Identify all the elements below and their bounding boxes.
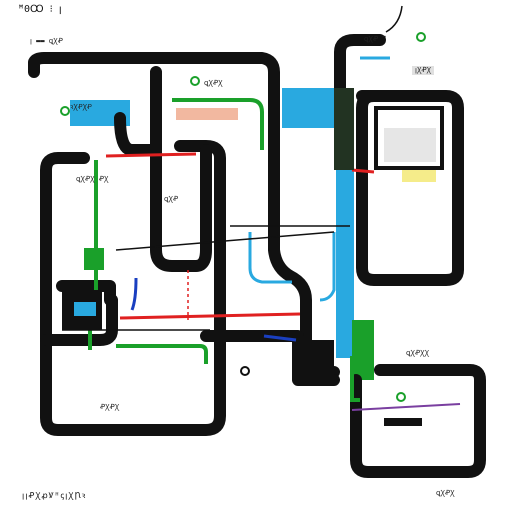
dark-block-bottom bbox=[312, 340, 334, 368]
label-bottom-right: ꝗꞳꝒꞳꞳ bbox=[406, 349, 430, 357]
status-chip-bottom bbox=[396, 392, 406, 402]
label-center-tag: ꝗꞳꝒ bbox=[164, 195, 179, 203]
label-bottom-mid: ꝗꞳꝒꞳ bbox=[436, 489, 455, 497]
navy-line-center bbox=[263, 334, 297, 342]
label-bottom-left: ꝒꞳꝒꞳ bbox=[100, 403, 120, 411]
red-line-mid bbox=[119, 312, 301, 320]
diagram-footer: ꞁꞁꝒꞳꝓꝞꟸꞔꞁꞳꞂꝛ bbox=[22, 491, 87, 500]
diagram-title: ꟸ0Ꝏ ⁝ ꞁ bbox=[18, 4, 62, 15]
label-top-left: ꞁ ▬▬ ꝗꞳꝒ bbox=[30, 37, 63, 45]
note-light bbox=[384, 128, 436, 162]
track-right-box bbox=[356, 90, 464, 286]
note-yellow bbox=[402, 170, 436, 182]
track-center-bottom bbox=[200, 330, 340, 386]
label-left-block: ꝛꞳꝒꞳꝒ bbox=[70, 103, 92, 111]
label-top-center: ꝗꞳꝒꞳ bbox=[204, 79, 223, 87]
dark-block-right bbox=[334, 88, 354, 170]
label-top-right: ꝗꞳꝒ Ꞁ bbox=[364, 35, 387, 43]
label-mid-left: ꝗꞳꝒꞳ ꝒꞳ bbox=[76, 175, 109, 183]
dark-block-small bbox=[384, 418, 422, 426]
track-left-outer-loop bbox=[40, 140, 226, 436]
status-chip-top bbox=[190, 76, 200, 86]
purple-line-bottom bbox=[351, 403, 461, 411]
note-orange bbox=[176, 108, 238, 120]
thin-line-cable bbox=[385, 5, 403, 33]
green-pipe-bottom bbox=[116, 344, 208, 364]
inner-screen bbox=[74, 302, 96, 316]
label-right-tag: ꞁꞳꝒꞳ bbox=[412, 66, 435, 75]
navy-line-left bbox=[130, 277, 138, 311]
thin-line-top-center bbox=[115, 231, 335, 251]
status-chip-center bbox=[240, 366, 250, 376]
track-inner-left bbox=[114, 112, 156, 156]
status-chip-left bbox=[60, 106, 70, 116]
status-chip-right bbox=[416, 32, 426, 42]
track-bottom-right-box bbox=[350, 364, 486, 478]
green-block-right bbox=[352, 320, 374, 380]
track-center-vertical bbox=[150, 66, 212, 272]
red-line-right bbox=[351, 168, 375, 174]
blue-pipe-mid bbox=[248, 232, 292, 284]
track-top-loop bbox=[28, 52, 340, 378]
green-pipe-top bbox=[172, 98, 264, 150]
green-pipe-right bbox=[350, 356, 360, 402]
red-line-top bbox=[105, 152, 197, 158]
blue-panel-right-column bbox=[336, 128, 354, 358]
blue-pipe-right bbox=[319, 232, 336, 302]
track-right-top-loop bbox=[334, 34, 386, 134]
